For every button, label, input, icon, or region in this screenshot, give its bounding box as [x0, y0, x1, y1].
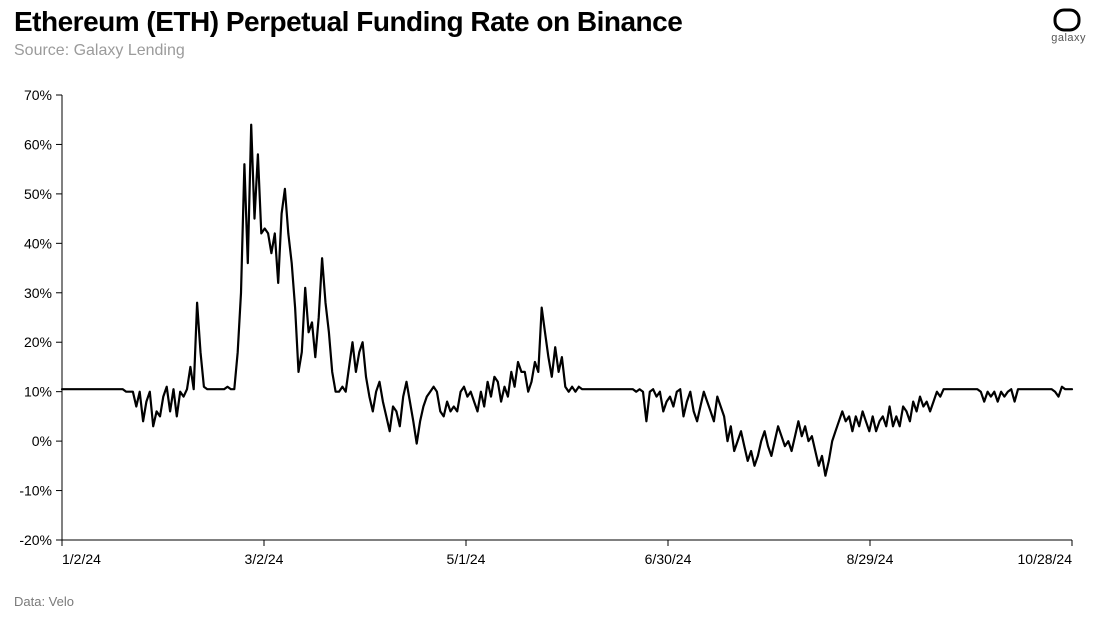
svg-text:0%: 0%: [32, 433, 52, 449]
chart-title: Ethereum (ETH) Perpetual Funding Rate on…: [14, 6, 682, 38]
svg-text:-10%: -10%: [19, 483, 52, 499]
svg-text:-20%: -20%: [19, 532, 52, 548]
svg-text:60%: 60%: [24, 136, 52, 152]
svg-text:40%: 40%: [24, 235, 52, 251]
galaxy-logo-icon: [1051, 8, 1083, 34]
svg-text:5/1/24: 5/1/24: [447, 551, 486, 567]
brand-logo: galaxy: [1051, 8, 1086, 44]
chart-subtitle: Source: Galaxy Lending: [14, 42, 185, 60]
brand-logo-label: galaxy: [1051, 32, 1086, 44]
data-source-footer: Data: Velo: [14, 594, 74, 609]
svg-text:3/2/24: 3/2/24: [245, 551, 284, 567]
svg-text:1/2/24: 1/2/24: [62, 551, 101, 567]
svg-text:30%: 30%: [24, 285, 52, 301]
chart-area: -20% -10% 0% 10% 20% 30% 40% 50% 60% 70% 1/2/24 3/2…: [0, 70, 1100, 580]
svg-text:8/29/24: 8/29/24: [847, 551, 894, 567]
svg-text:6/30/24: 6/30/24: [645, 551, 692, 567]
svg-text:10/28/24: 10/28/24: [1018, 551, 1073, 567]
svg-text:10%: 10%: [24, 384, 52, 400]
line-chart: -20% -10% 0% 10% 20% 30% 40% 50% 60% 70% 1/2/24 3/2…: [0, 70, 1100, 580]
svg-text:20%: 20%: [24, 334, 52, 350]
svg-text:70%: 70%: [24, 87, 52, 103]
svg-text:50%: 50%: [24, 186, 52, 202]
